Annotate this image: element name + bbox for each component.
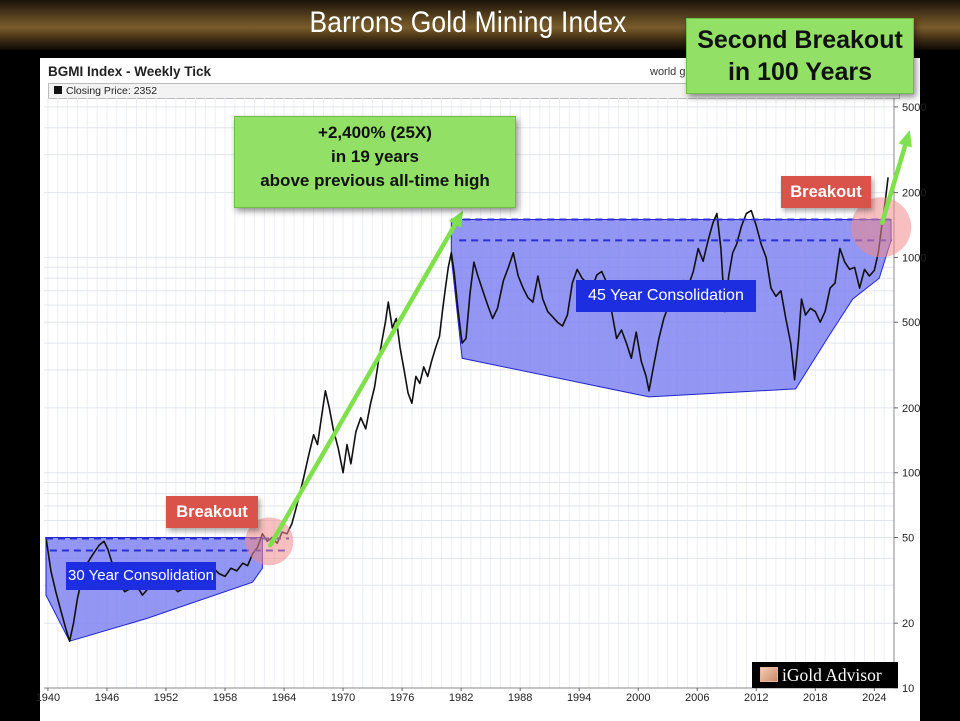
arrow-25x [268, 210, 464, 548]
x-tick-label: 1976 [390, 692, 414, 704]
breakout-late-label: Breakout [781, 176, 871, 208]
breakout-circle-late [851, 197, 912, 258]
second-breakout-callout: Second Breakout in 100 Years [686, 18, 914, 94]
brand-logo-icon [760, 667, 778, 682]
consolidation-45-label: 45 Year Consolidation [576, 280, 756, 312]
gain-line-1: +2,400% (25X) [318, 123, 432, 142]
second-breakout-line-1: Second Breakout [697, 26, 903, 54]
y-tick-label: 50 [902, 533, 914, 545]
y-tick-label: 20 [902, 618, 914, 630]
breakout-early-label: Breakout [166, 496, 258, 528]
y-tick-label: 5000 [902, 102, 926, 114]
x-tick-label: 1940 [36, 692, 60, 704]
source-label: world g [650, 66, 686, 78]
y-tick-label: 200 [902, 403, 920, 415]
arrow-25x-shaft [268, 222, 458, 548]
x-tick-label: 1952 [154, 692, 178, 704]
gain-line-3: above previous all-time high [260, 171, 490, 190]
second-breakout-line-2: in 100 Years [727, 58, 873, 86]
arrow-second-breakout-shaft [879, 143, 908, 225]
x-tick-label: 1970 [331, 692, 355, 704]
x-tick-label: 2024 [862, 692, 886, 704]
arrow-second-breakout [879, 130, 912, 225]
y-tick-label: 100 [902, 468, 920, 480]
arrow-second-breakout-head [898, 130, 912, 148]
x-tick-label: 1994 [567, 692, 591, 704]
legend-label: Closing Price: 2352 [66, 85, 158, 97]
x-tick-label: 1946 [95, 692, 119, 704]
x-tick-label: 1964 [272, 692, 296, 704]
x-tick-label: 2000 [626, 692, 650, 704]
resistance-lines [45, 218, 893, 552]
x-tick-label: 1958 [213, 692, 237, 704]
x-tick-label: 1988 [508, 692, 532, 704]
consolidation-30-label: 30 Year Consolidation [66, 562, 216, 590]
watermark: iGold Advisor [752, 662, 898, 688]
arrows [268, 130, 912, 548]
legend-swatch [54, 86, 62, 94]
y-tick-label: 1000 [902, 252, 926, 264]
page-title: Barrons Gold Mining Index [309, 6, 627, 39]
x-tick-label: 2012 [744, 692, 768, 704]
y-tick-label: 2000 [902, 188, 926, 200]
x-tick-label: 2018 [803, 692, 827, 704]
y-tick-label: 10 [902, 683, 914, 695]
gain-callout: +2,400% (25X) in 19 years above previous… [234, 116, 516, 208]
x-tick-label: 2006 [685, 692, 709, 704]
axis-ticks: 1940 1946 1952 1958 1964 1970 1976 1982 1988 1994… [36, 102, 927, 704]
chart-title: BGMI Index - Weekly Tick [48, 64, 212, 79]
y-tick-label: 500 [902, 317, 920, 329]
x-tick-label: 1982 [449, 692, 473, 704]
watermark-brand: iGold Advisor [782, 665, 882, 685]
gain-line-2: in 19 years [331, 147, 419, 166]
arrow-25x-head [449, 210, 464, 228]
